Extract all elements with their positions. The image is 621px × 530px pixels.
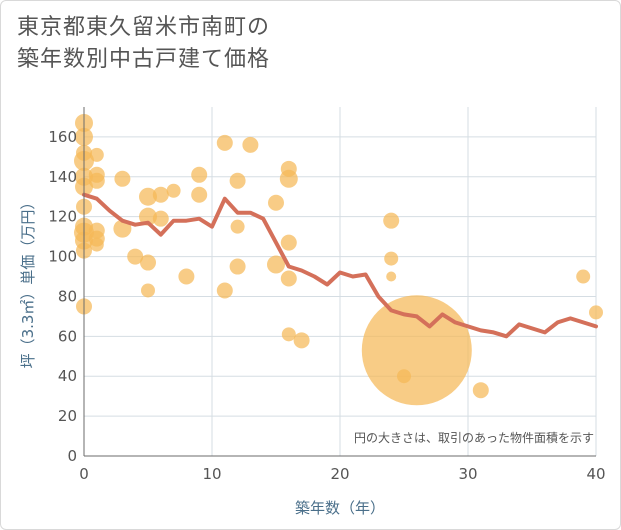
axes: 0 20 40 60 80 100 120 140 160 0 10 20 30 40 [48,107,606,483]
chart-title-line-1: 東京都東久留米市南町の [17,15,271,40]
data-bubble [141,283,155,298]
data-bubble [230,219,245,234]
data-bubble [191,166,208,183]
data-bubble [229,172,246,189]
data-bubble [166,183,181,198]
data-bubble [139,207,157,226]
data-bubble [229,258,246,275]
data-bubble [280,234,297,251]
bubbles [74,113,603,406]
data-bubble [279,169,298,188]
data-bubble [191,186,208,203]
y-tick-label: 60 [58,327,77,345]
x-tick-label: 20 [330,465,349,483]
y-tick-label: 120 [48,208,77,226]
data-bubble [89,147,104,162]
data-bubble [88,172,105,189]
y-tick-label: 20 [58,407,77,425]
y-tick-label: 0 [67,447,77,465]
y-axis-label: 坪（3.3㎡）単価（万円） [19,195,37,369]
trend-line [82,192,598,339]
grid [84,107,597,456]
data-bubble [152,210,169,227]
data-bubble [216,134,233,151]
y-tick-label: 140 [48,168,77,186]
data-bubble [216,282,233,299]
data-bubble [281,327,296,342]
x-axis-label: 築年数（年） [295,499,385,517]
data-bubble [383,212,400,229]
data-bubble [127,248,144,265]
data-bubble [472,382,489,399]
data-bubble [267,255,285,274]
chart-title-line-2: 築年数別中古戸建て価格 [17,47,271,72]
data-bubble [152,186,169,203]
data-bubble [589,305,603,320]
data-bubble [178,268,195,285]
data-bubble [89,237,104,252]
data-bubble [139,187,157,206]
data-bubble [268,194,284,211]
x-tick-label: 30 [458,465,477,483]
x-tick-label: 10 [202,465,221,483]
size-annotation: 円の大きさは、取引のあった物件面積を示す [354,430,594,445]
data-bubble [384,251,399,266]
data-bubble [386,271,397,282]
y-tick-label: 40 [58,367,77,385]
data-bubble [280,270,297,287]
average-price-line [82,192,598,339]
chart-title: 東京都東久留米市南町の 築年数別中古戸建て価格 [17,12,270,76]
data-bubble [293,332,310,349]
y-tick-label: 80 [58,287,77,305]
y-tick-label: 100 [48,248,77,266]
data-bubble [576,269,591,284]
data-bubble [114,170,131,187]
x-tick-label: 40 [586,465,605,483]
y-tick-label: 160 [48,128,77,146]
data-bubble [361,295,472,406]
x-tick-label: 0 [79,465,89,483]
data-bubble [242,136,259,153]
data-bubble [140,254,156,271]
